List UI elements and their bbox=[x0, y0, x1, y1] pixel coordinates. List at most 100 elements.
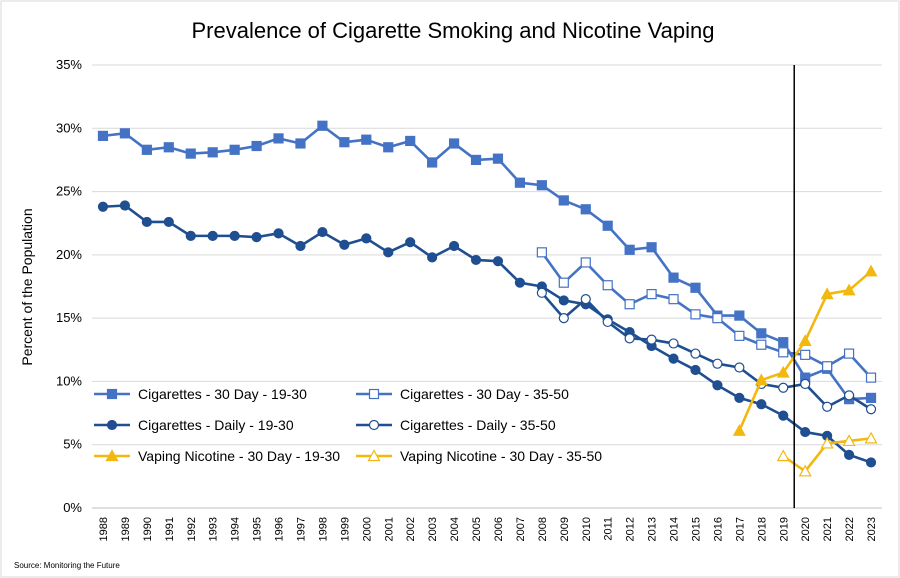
data-point bbox=[207, 230, 218, 241]
data-point bbox=[339, 137, 350, 148]
data-point bbox=[842, 434, 856, 447]
data-point bbox=[820, 436, 834, 449]
data-point bbox=[756, 399, 767, 410]
x-tick-label: 2003 bbox=[427, 517, 439, 541]
x-tick-label: 2020 bbox=[800, 517, 812, 541]
data-point bbox=[712, 313, 723, 324]
series-6 bbox=[776, 431, 878, 477]
data-point bbox=[602, 316, 613, 328]
data-point bbox=[865, 404, 877, 415]
data-point bbox=[734, 330, 745, 341]
x-tick-label: 1994 bbox=[230, 517, 242, 541]
data-point bbox=[580, 204, 591, 215]
series-2 bbox=[536, 247, 877, 383]
data-point bbox=[865, 392, 877, 403]
data-point bbox=[842, 283, 856, 296]
data-point bbox=[295, 240, 306, 252]
data-point bbox=[448, 240, 460, 252]
x-tick-label: 2012 bbox=[625, 517, 637, 541]
data-point bbox=[383, 142, 394, 153]
data-point bbox=[865, 372, 877, 383]
data-point bbox=[668, 338, 679, 349]
legend-swatch-marker bbox=[367, 449, 381, 462]
x-tick-label: 2022 bbox=[844, 517, 856, 541]
data-point bbox=[141, 216, 152, 228]
legend-label: Vaping Nicotine - 30 Day - 35-50 bbox=[400, 448, 602, 464]
data-point bbox=[295, 138, 306, 149]
x-tick-label: 1992 bbox=[186, 517, 198, 541]
data-point bbox=[776, 449, 790, 462]
data-point bbox=[734, 310, 745, 321]
data-point bbox=[339, 239, 350, 250]
y-tick-label: 5% bbox=[63, 437, 82, 452]
data-point bbox=[778, 382, 789, 393]
x-tick-label: 2011 bbox=[603, 517, 615, 541]
data-point bbox=[163, 142, 174, 153]
data-point bbox=[865, 457, 877, 468]
x-tick-label: 1997 bbox=[295, 517, 307, 541]
data-point bbox=[778, 410, 789, 421]
data-point bbox=[734, 392, 745, 403]
x-tick-label: 1991 bbox=[164, 517, 176, 541]
legend-label: Cigarettes - 30 Day - 19-30 bbox=[138, 386, 307, 402]
x-tick-label: 2009 bbox=[559, 517, 571, 541]
data-point bbox=[800, 349, 811, 360]
data-point bbox=[756, 328, 767, 339]
data-point bbox=[448, 138, 460, 149]
data-point bbox=[690, 309, 701, 320]
data-point bbox=[822, 361, 833, 372]
data-point bbox=[514, 177, 526, 188]
data-point bbox=[864, 264, 878, 277]
x-tick-label: 2002 bbox=[405, 517, 417, 541]
legend: Cigarettes - 30 Day - 19-30 Cigarettes - … bbox=[94, 386, 602, 464]
x-tick-label: 2010 bbox=[581, 517, 593, 541]
x-tick-label: 2014 bbox=[669, 517, 681, 541]
x-tick-label: 2005 bbox=[471, 517, 483, 541]
y-tick-label: 15% bbox=[56, 310, 82, 325]
data-point bbox=[141, 144, 152, 155]
data-point bbox=[668, 294, 679, 305]
data-point bbox=[470, 154, 482, 166]
legend-item: Cigarettes - Daily - 35-50 bbox=[356, 417, 556, 433]
data-point bbox=[558, 277, 569, 288]
data-point bbox=[798, 334, 812, 347]
data-point bbox=[668, 272, 679, 283]
x-tick-label: 2006 bbox=[493, 517, 505, 541]
data-point bbox=[864, 431, 878, 444]
data-point bbox=[492, 256, 504, 267]
data-point bbox=[798, 464, 812, 477]
x-tick-label: 2016 bbox=[712, 517, 724, 541]
data-point bbox=[712, 358, 723, 369]
x-tick-label: 1990 bbox=[142, 517, 154, 541]
data-point bbox=[580, 294, 591, 305]
data-point bbox=[470, 254, 482, 266]
data-point bbox=[712, 380, 723, 391]
data-point bbox=[820, 287, 834, 300]
data-point bbox=[361, 134, 372, 145]
data-point bbox=[843, 390, 855, 401]
legend-swatch-marker bbox=[106, 388, 118, 400]
legend-swatch-marker bbox=[106, 419, 118, 431]
data-point bbox=[185, 230, 196, 241]
data-point bbox=[646, 242, 657, 253]
series-5 bbox=[732, 264, 878, 436]
source-note: Source: Monitoring the Future bbox=[14, 561, 120, 570]
legend-swatch-marker bbox=[368, 419, 380, 431]
x-tick-label: 1993 bbox=[208, 517, 220, 541]
data-point bbox=[624, 299, 635, 310]
y-tick-label: 35% bbox=[56, 57, 82, 72]
data-point bbox=[843, 449, 855, 460]
data-point bbox=[778, 347, 789, 358]
data-point bbox=[536, 180, 547, 191]
x-tick-label: 2000 bbox=[361, 517, 373, 541]
data-point bbox=[427, 157, 438, 168]
x-tick-label: 1998 bbox=[317, 517, 329, 541]
data-point bbox=[646, 288, 657, 300]
x-tick-label: 1999 bbox=[339, 517, 351, 541]
x-tick-label: 2015 bbox=[690, 517, 702, 541]
x-tick-label: 2019 bbox=[778, 517, 790, 541]
data-point bbox=[690, 364, 701, 376]
data-point bbox=[754, 373, 768, 386]
data-point bbox=[800, 378, 811, 390]
